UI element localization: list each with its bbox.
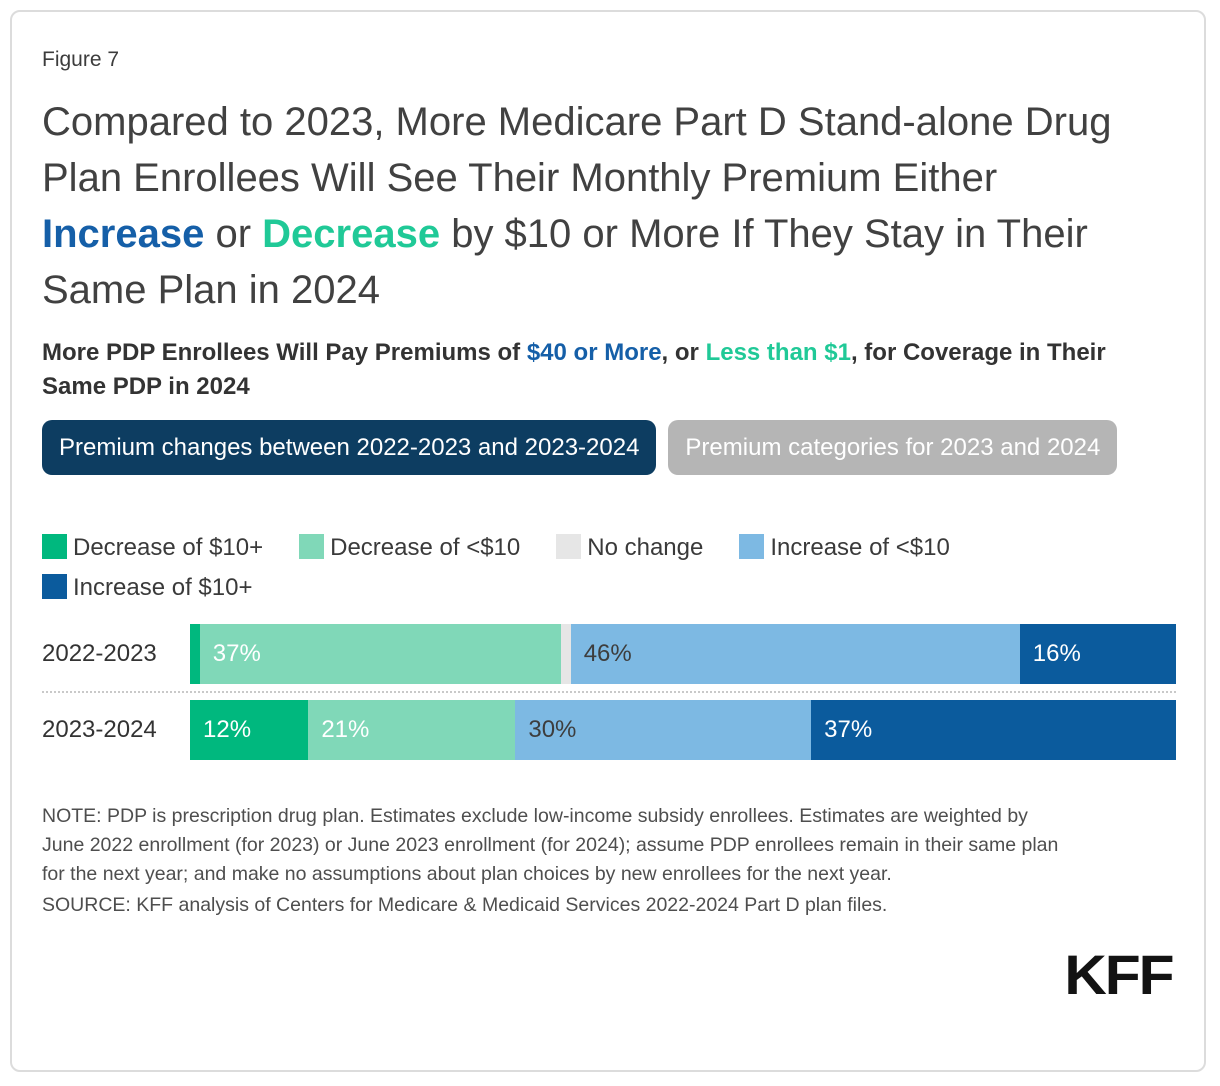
chart-title: Compared to 2023, More Medicare Part D S… bbox=[42, 94, 1162, 318]
legend-label: Decrease of <$10 bbox=[330, 534, 521, 561]
legend-swatch bbox=[42, 534, 67, 559]
bar-segment: 37% bbox=[199, 624, 561, 684]
subtitle-text: , or bbox=[661, 339, 706, 366]
legend-item: Increase of <$10 bbox=[739, 534, 950, 561]
legend-label: Increase of <$10 bbox=[770, 534, 950, 561]
tab-premium-categories[interactable]: Premium categories for 2023 and 2024 bbox=[668, 420, 1118, 475]
legend-swatch bbox=[42, 574, 67, 599]
bar-row: 2022-2023 37% 46% 16% bbox=[42, 624, 1176, 684]
tab-premium-changes[interactable]: Premium changes between 2022-2023 and 20… bbox=[42, 420, 657, 475]
bar-segment: 21% bbox=[308, 700, 516, 760]
bar-value-label: 37% bbox=[212, 640, 261, 667]
bar-segment: 37% bbox=[811, 700, 1176, 760]
legend-item: Increase of $10+ bbox=[42, 574, 252, 601]
chart-subtitle: More PDP Enrollees Will Pay Premiums of … bbox=[42, 336, 1176, 404]
row-label: 2022-2023 bbox=[42, 640, 157, 667]
subtitle-green-highlight: Less than $1 bbox=[705, 339, 851, 366]
kff-logo: KFF bbox=[1064, 943, 1175, 1006]
subtitle-blue-highlight: $40 or More bbox=[526, 339, 662, 366]
bar-segment: 30% bbox=[515, 700, 812, 760]
chart-legend: Decrease of $10+ Decrease of <$10 No chang… bbox=[42, 528, 1176, 608]
bar-segment: 46% bbox=[570, 624, 1020, 684]
source-text: SOURCE: KFF analysis of Centers for Medi… bbox=[42, 894, 888, 916]
bar-value-label: 21% bbox=[321, 716, 370, 743]
row-divider bbox=[42, 691, 1176, 693]
bar-segment bbox=[190, 624, 200, 684]
legend-item: Decrease of $10+ bbox=[42, 534, 263, 561]
bar-segment bbox=[560, 624, 571, 684]
bar-value-label: 46% bbox=[583, 640, 632, 667]
title-decrease-highlight: Decrease bbox=[262, 212, 441, 256]
legend-swatch bbox=[556, 534, 582, 559]
bar-segment: 16% bbox=[1019, 624, 1176, 684]
subtitle-text: More PDP Enrollees Will Pay Premiums of bbox=[42, 339, 527, 366]
legend-label: Increase of $10+ bbox=[73, 574, 253, 601]
legend-label: Decrease of $10+ bbox=[73, 534, 264, 561]
title-text: by $10 or More If They Stay in Their Sam… bbox=[42, 212, 1088, 312]
bar-value-label: 37% bbox=[824, 716, 873, 743]
title-text: Compared to 2023, More Medicare Part D S… bbox=[42, 100, 1112, 200]
bar-segment: 12% bbox=[190, 700, 309, 760]
legend-item: No change bbox=[556, 534, 703, 561]
tab-bar: Premium changes between 2022-2023 and 20… bbox=[42, 398, 1176, 498]
bar-value-label: 12% bbox=[203, 716, 252, 743]
figure-card: Figure 7 Compared to 2023, More Medicare… bbox=[10, 10, 1206, 1072]
legend-swatch bbox=[299, 534, 325, 559]
subtitle-text: , for Coverage in Their Same PDP in 2024 bbox=[42, 339, 1106, 400]
legend-item: Decrease of <$10 bbox=[299, 534, 520, 561]
bar-row: 2023-2024 12% 21% 30% 37% bbox=[42, 700, 1176, 760]
stacked-bar: 12% 21% 30% 37% bbox=[190, 700, 1176, 760]
legend-swatch bbox=[739, 534, 765, 559]
bar-value-label: 16% bbox=[1032, 640, 1081, 667]
figure-label: Figure 7 bbox=[42, 48, 120, 71]
stacked-bar-chart: 2022-2023 37% 46% 16% 2023-2024 12% 21% 30% 37% bbox=[42, 624, 1176, 760]
legend-label: No change bbox=[587, 534, 704, 561]
figure-content: Figure 7 Compared to 2023, More Medicare… bbox=[12, 12, 1204, 920]
title-increase-highlight: Increase bbox=[42, 212, 205, 256]
bar-value-label: 30% bbox=[528, 716, 577, 743]
title-text: or bbox=[204, 212, 263, 256]
note-text: NOTE: PDP is prescription drug plan. Est… bbox=[42, 805, 1059, 885]
stacked-bar: 37% 46% 16% bbox=[190, 624, 1176, 684]
row-label: 2023-2024 bbox=[42, 716, 157, 743]
